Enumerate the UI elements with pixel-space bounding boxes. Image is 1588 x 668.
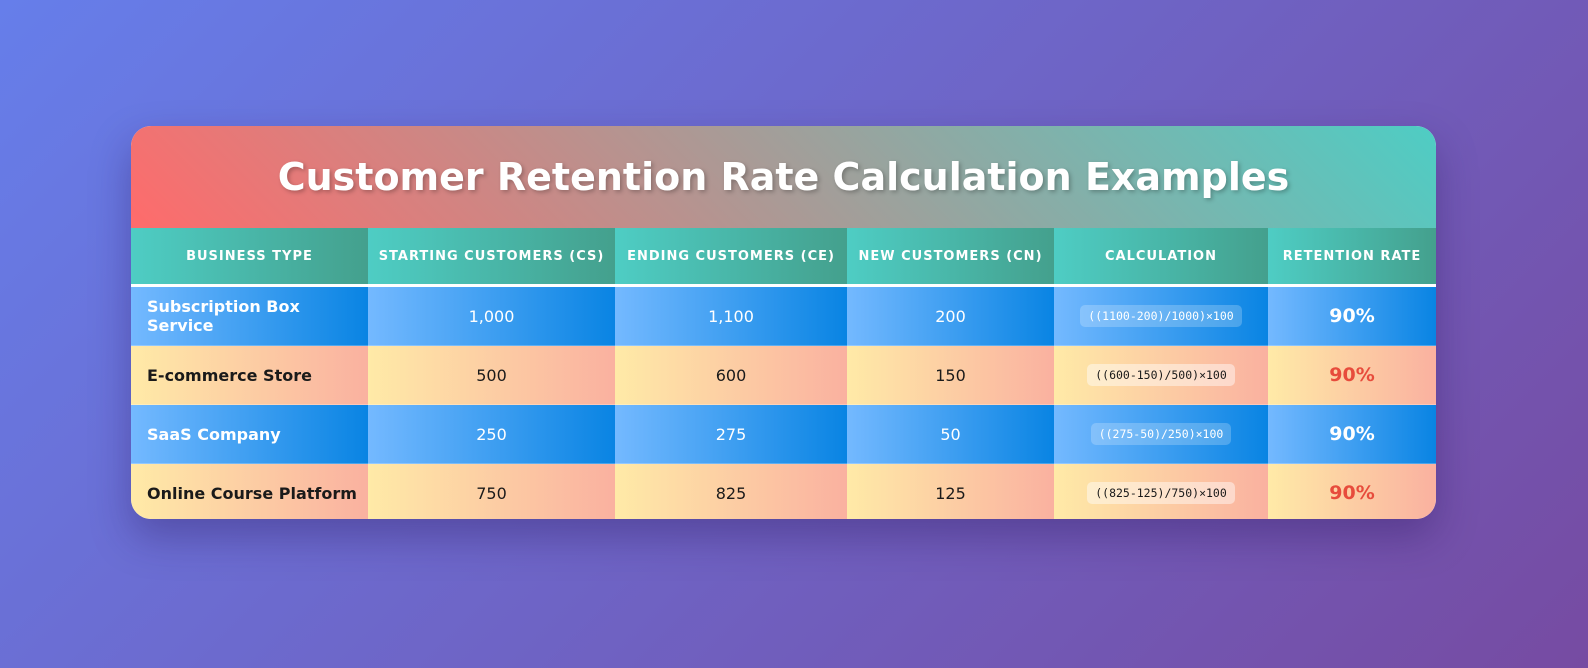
retention-rate-value: 90% <box>1329 364 1375 386</box>
retention-table-card: Customer Retention Rate Calculation Exam… <box>131 126 1436 519</box>
calculation-formula: ((1100-200)/1000)×100 <box>1080 305 1242 327</box>
table-header-row: Business Type Starting Customers (CS) En… <box>131 228 1436 287</box>
table-row: E-commerce Store 500 600 150 ((600-150)/… <box>131 345 1436 405</box>
ending-customers-cell: 825 <box>615 463 847 519</box>
new-customers-cell: 200 <box>847 285 1054 346</box>
table-row: Subscription Box Service 1,000 1,100 200… <box>131 285 1436 346</box>
starting-customers-cell: 750 <box>368 463 615 519</box>
column-header-business-type: Business Type <box>131 228 368 287</box>
ending-customers-cell: 600 <box>615 345 847 405</box>
calculation-formula: ((275-50)/250)×100 <box>1090 423 1232 445</box>
table-row: SaaS Company 250 275 50 ((275-50)/250)×1… <box>131 404 1436 464</box>
retention-table: Business Type Starting Customers (CS) En… <box>131 228 1436 519</box>
starting-customers-cell: 1,000 <box>368 285 615 346</box>
business-type-cell: SaaS Company <box>131 404 368 464</box>
retention-rate-cell: 90% <box>1268 463 1436 519</box>
starting-customers-cell: 250 <box>368 404 615 464</box>
retention-rate-value: 90% <box>1329 305 1375 327</box>
calculation-cell: ((600-150)/500)×100 <box>1054 345 1268 405</box>
retention-rate-cell: 90% <box>1268 285 1436 346</box>
table-row: Online Course Platform 750 825 125 ((825… <box>131 463 1436 519</box>
page-title: Customer Retention Rate Calculation Exam… <box>277 155 1290 199</box>
ending-customers-cell: 275 <box>615 404 847 464</box>
business-type-cell: Subscription Box Service <box>131 285 368 346</box>
business-type-cell: E-commerce Store <box>131 345 368 405</box>
ending-customers-cell: 1,100 <box>615 285 847 346</box>
column-header-retention-rate: Retention Rate <box>1268 228 1436 287</box>
retention-rate-value: 90% <box>1329 423 1375 445</box>
calculation-formula: ((825-125)/750)×100 <box>1087 482 1235 504</box>
column-header-calculation: Calculation <box>1054 228 1268 287</box>
retention-rate-cell: 90% <box>1268 404 1436 464</box>
column-header-new-customers: New Customers (CN) <box>847 228 1054 287</box>
starting-customers-cell: 500 <box>368 345 615 405</box>
retention-rate-value: 90% <box>1329 482 1375 504</box>
calculation-cell: ((275-50)/250)×100 <box>1054 404 1268 464</box>
new-customers-cell: 150 <box>847 345 1054 405</box>
calculation-formula: ((600-150)/500)×100 <box>1087 364 1235 386</box>
calculation-cell: ((825-125)/750)×100 <box>1054 463 1268 519</box>
title-banner: Customer Retention Rate Calculation Exam… <box>131 126 1436 228</box>
business-type-cell: Online Course Platform <box>131 463 368 519</box>
new-customers-cell: 125 <box>847 463 1054 519</box>
column-header-starting-customers: Starting Customers (CS) <box>368 228 615 287</box>
calculation-cell: ((1100-200)/1000)×100 <box>1054 285 1268 346</box>
retention-rate-cell: 90% <box>1268 345 1436 405</box>
column-header-ending-customers: Ending Customers (CE) <box>615 228 847 287</box>
new-customers-cell: 50 <box>847 404 1054 464</box>
